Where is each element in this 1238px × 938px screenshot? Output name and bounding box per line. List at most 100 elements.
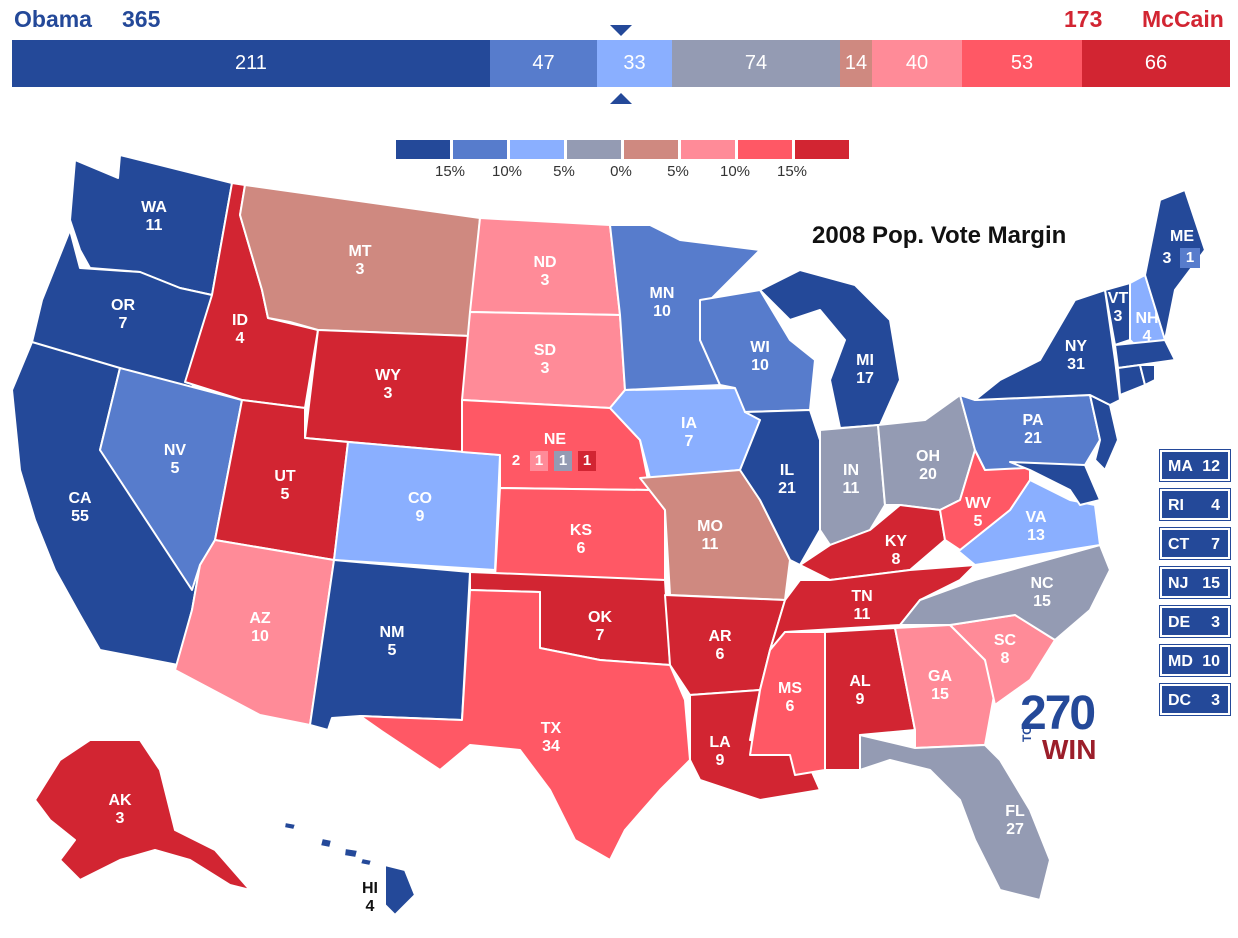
side-box-nj[interactable]: NJ 15 [1159,566,1231,599]
label-ne-abbr: NE [544,431,567,448]
side-box-ev: 3 [1211,614,1220,631]
obama-name: Obama [14,6,92,32]
bar-segment-safe-rep[interactable]: 66 [1082,40,1230,87]
side-box-ev: 4 [1211,497,1220,514]
side-box-ri[interactable]: RI 4 [1159,488,1231,521]
ne-district-2[interactable]: 1 [554,451,572,471]
label-mt-ev: 3 [356,261,365,278]
label-ms-abbr: MS [778,680,802,697]
label-vt-ev: 3 [1114,308,1123,325]
label-or-abbr: OR [111,297,135,314]
legend-swatch [453,140,507,159]
state-fl[interactable] [859,734,1051,901]
label-tx-ev: 34 [542,738,560,755]
side-box-ev: 7 [1211,536,1220,553]
label-wv-ev: 5 [974,513,983,530]
bar-segment-safe-dem[interactable]: 211 [12,40,490,87]
label-nm-abbr: NM [380,624,405,641]
side-box-ev: 15 [1202,575,1220,592]
label-mn-abbr: MN [650,285,675,302]
label-fl-ev: 27 [1006,821,1024,838]
state-ny[interactable] [974,289,1121,406]
label-nm-ev: 5 [388,642,397,659]
side-box-md[interactable]: MD 10 [1159,644,1231,677]
label-wi-abbr: WI [750,339,770,356]
label-tn-ev: 11 [854,606,871,623]
label-mo-abbr: MO [697,518,723,535]
logo-to: TO [1020,725,1034,742]
label-nc-abbr: NC [1030,575,1054,592]
label-wi-ev: 10 [751,357,769,374]
ne-district-1[interactable]: 1 [530,451,548,471]
side-box-ma[interactable]: MA 12 [1159,449,1231,482]
bar-segment-likely-rep[interactable]: 53 [962,40,1082,87]
side-box-abbr: RI [1168,497,1184,514]
bar-segment-tossup[interactable]: 74 [672,40,840,87]
logo-win: WIN [1042,734,1097,765]
label-nc-ev: 15 [1033,593,1051,610]
label-me-ev: 3 [1163,250,1172,267]
ne-district-statewide[interactable]: 2 [507,451,525,471]
state-ri[interactable] [1139,364,1156,386]
label-oh-abbr: OH [916,448,940,465]
legend-label: 10% [719,163,751,180]
side-box-abbr: DE [1168,614,1191,631]
label-ny-ev: 31 [1067,356,1085,373]
label-vt-abbr: VT [1108,290,1129,307]
label-sc-ev: 8 [1001,650,1010,667]
label-me-abbr: ME [1170,228,1194,245]
state-ma[interactable] [1114,339,1176,369]
label-va-abbr: VA [1025,509,1046,526]
state-nc[interactable] [899,544,1111,641]
side-box-abbr: DC [1168,692,1192,709]
me-district-box[interactable]: 1 [1180,248,1200,268]
270towin-logo[interactable]: 270 WIN TO [1020,687,1097,765]
state-wv[interactable] [939,449,1031,551]
state-md[interactable] [1009,461,1101,506]
label-az-abbr: AZ [249,610,271,627]
label-ms-ev: 6 [786,698,795,715]
state-ks[interactable] [494,487,666,581]
bar-segment-lean-rep[interactable]: 40 [872,40,962,87]
label-al-abbr: AL [849,673,871,690]
side-box-dc[interactable]: DC 3 [1159,683,1231,716]
label-tn-abbr: TN [851,588,872,605]
legend-label: 5% [667,163,689,180]
label-nd-ev: 3 [541,272,550,289]
side-box-ev: 12 [1202,458,1220,475]
legend-label: 0% [610,163,632,180]
logo-number: 270 [1020,687,1096,740]
label-sc-abbr: SC [994,632,1017,649]
side-box-ct[interactable]: CT 7 [1159,527,1231,560]
legend-swatch [567,140,621,159]
electoral-vote-bar: 211 47 33 74 14 40 53 66 [12,40,1230,87]
label-wv-abbr: WV [965,495,991,512]
label-id-ev: 4 [236,330,245,347]
label-nv-abbr: NV [164,442,187,459]
label-fl-abbr: FL [1005,803,1025,820]
side-box-de[interactable]: DE 3 [1159,605,1231,638]
state-hi-islands [283,821,373,867]
label-nv-ev: 5 [171,460,180,477]
label-in-ev: 11 [843,480,860,497]
label-ar-ev: 6 [716,646,725,663]
label-ok-abbr: OK [588,609,612,626]
label-ar-abbr: AR [708,628,732,645]
label-ca-abbr: CA [68,490,92,507]
state-il[interactable] [739,409,821,566]
label-ok-ev: 7 [596,627,605,644]
label-il-abbr: IL [780,462,794,479]
state-ak[interactable] [34,739,251,891]
state-tx[interactable] [359,589,691,861]
label-nd-abbr: ND [533,254,556,271]
margin-legend: 15% 10% 5% 0% 5% 10% 15% [396,140,852,183]
label-wy-abbr: WY [375,367,401,384]
bar-segment-likely-dem[interactable]: 47 [490,40,597,87]
state-hi[interactable] [384,864,416,916]
bar-segment-tilt-rep[interactable]: 14 [840,40,872,87]
label-ks-abbr: KS [570,522,593,539]
bar-segment-lean-dem[interactable]: 33 [597,40,672,87]
label-az-ev: 10 [251,628,269,645]
ne-district-3[interactable]: 1 [578,451,596,471]
side-box-abbr: CT [1168,536,1190,553]
